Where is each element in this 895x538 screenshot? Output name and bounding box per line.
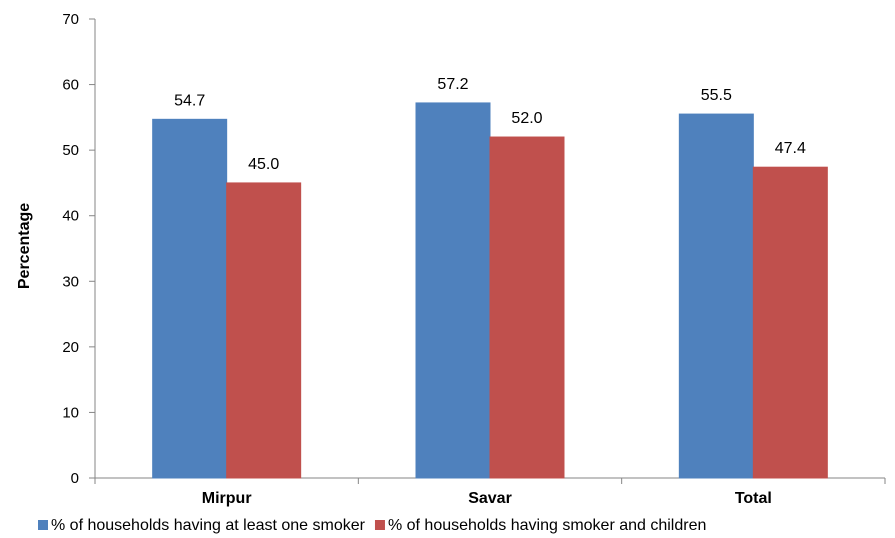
data-label: 57.2 [437,76,468,93]
legend-swatch [374,520,385,530]
bars [152,102,828,479]
y-axis-title: Percentage [16,203,33,289]
data-label: 45.0 [248,156,279,173]
axes: 0 10 20 30 40 50 60 70 Mirpur Savar Total [62,11,886,507]
data-label: 55.5 [701,87,732,104]
y-tick-label: 30 [62,273,79,290]
bar [415,102,491,479]
data-label: 54.7 [174,92,205,109]
legend-label: % of households having at least one smok… [51,517,366,534]
data-label: 52.0 [511,110,542,127]
x-tick-label: Savar [468,490,512,507]
y-tick-label: 0 [71,470,79,487]
x-tick-label: Total [735,490,772,507]
y-tick-label: 10 [62,404,79,421]
legend: % of households having at least one smok… [38,517,706,534]
data-label: 47.4 [775,140,806,157]
bar [152,118,228,479]
y-tick-label: 20 [62,339,79,356]
legend-swatch [38,520,48,530]
legend-label: % of households having smoker and childr… [388,517,706,534]
y-tick-label: 60 [62,77,79,94]
y-tick-label: 40 [62,208,79,225]
y-tick-label: 70 [62,11,79,28]
bar [226,182,302,479]
bar [489,136,565,479]
data-labels: 54.7 57.2 55.5 45.0 52.0 47.4 [174,76,806,173]
y-tick-label: 50 [62,142,79,159]
bar [752,166,828,479]
bar [678,113,754,479]
x-tick-label: Mirpur [202,490,252,507]
